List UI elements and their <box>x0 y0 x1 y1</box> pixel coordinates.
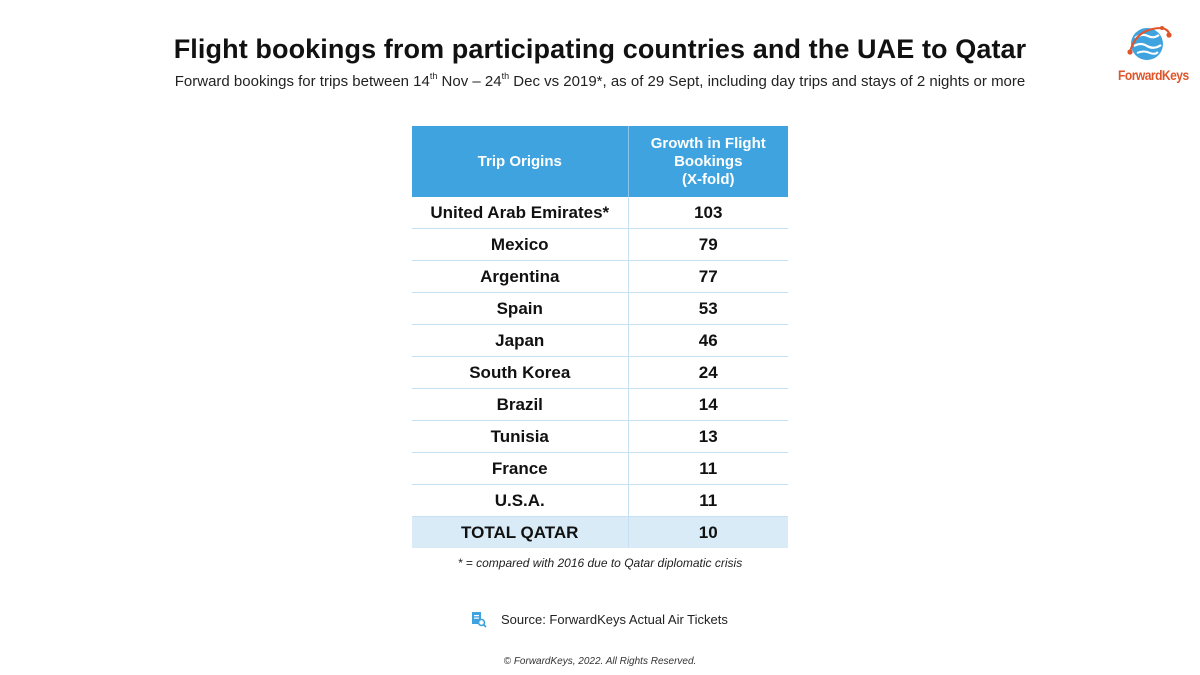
growth-value-cell: 13 <box>628 420 788 453</box>
table-row: United Arab Emirates* 103 <box>412 197 788 229</box>
origin-cell: TOTAL QATAR <box>412 516 629 548</box>
table-row: Japan 46 <box>412 324 788 357</box>
table-row: Argentina 77 <box>412 260 788 293</box>
origin-cell: United Arab Emirates* <box>412 197 629 229</box>
growth-value-cell: 24 <box>628 356 788 389</box>
origin-cell: Mexico <box>412 228 629 261</box>
table-row: U.S.A. 11 <box>412 484 788 517</box>
growth-value-cell: 14 <box>628 388 788 421</box>
header-line: Bookings <box>674 152 743 170</box>
forwardkeys-logo: ForwardKeys <box>1113 22 1189 83</box>
origin-cell: U.S.A. <box>412 484 629 517</box>
origin-cell: South Korea <box>412 356 629 389</box>
origin-cell: Spain <box>412 292 629 325</box>
growth-value-cell: 11 <box>628 452 788 485</box>
page-subtitle: Forward bookings for trips between 14th … <box>0 71 1200 90</box>
table-row: Mexico 79 <box>412 228 788 261</box>
subtitle-superscript: th <box>501 71 510 81</box>
source-text: Source: ForwardKeys Actual Air Tickets <box>501 611 728 627</box>
table-header-row: Trip Origins Growth in Flight Bookings (… <box>412 126 788 197</box>
subtitle-superscript: th <box>429 71 438 81</box>
growth-value-cell: 103 <box>628 197 788 229</box>
copyright: © ForwardKeys, 2022. All Rights Reserved… <box>503 656 697 667</box>
table-row: South Korea 24 <box>412 356 788 389</box>
table-row: Tunisia 13 <box>412 420 788 453</box>
column-header-origins: Trip Origins <box>412 126 629 197</box>
origin-cell: Argentina <box>412 260 629 293</box>
header-line: Trip Origins <box>477 152 562 170</box>
growth-value-cell: 79 <box>628 228 788 261</box>
footnote: * = compared with 2016 due to Qatar dipl… <box>457 556 743 570</box>
growth-value-cell: 11 <box>628 484 788 517</box>
logo-text: ForwardKeys <box>1118 67 1189 83</box>
page-title: Flight bookings from participating count… <box>173 34 1027 64</box>
table-row: France 11 <box>412 452 788 485</box>
table-row: Spain 53 <box>412 292 788 325</box>
growth-value-cell: 46 <box>628 324 788 357</box>
total-row: TOTAL QATAR 10 <box>412 516 788 548</box>
header-line: Growth in Flight <box>650 134 766 152</box>
growth-value-cell: 77 <box>628 260 788 293</box>
column-header-growth: Growth in Flight Bookings (X-fold) <box>628 126 788 197</box>
subtitle-part: Dec vs 2019*, as of 29 Sept, including d… <box>509 73 1026 90</box>
bookings-table: Trip Origins Growth in Flight Bookings (… <box>412 126 788 548</box>
subtitle-part: Nov – 24 <box>437 73 502 90</box>
source-line: Source: ForwardKeys Actual Air Tickets <box>471 610 728 628</box>
origin-cell: France <box>412 452 629 485</box>
header-line: (X-fold) <box>682 170 735 188</box>
document-search-icon <box>472 611 487 628</box>
subtitle-part: Forward bookings for trips between 14 <box>174 73 430 90</box>
origin-cell: Tunisia <box>412 420 629 453</box>
table-row: Brazil 14 <box>412 388 788 421</box>
growth-value-cell: 53 <box>628 292 788 325</box>
table-body: United Arab Emirates* 103 Mexico 79 Argentin… <box>412 197 788 548</box>
globe-icon <box>1127 26 1172 60</box>
origin-cell: Brazil <box>412 388 629 421</box>
origin-cell: Japan <box>412 324 629 357</box>
growth-value-cell: 10 <box>628 516 788 548</box>
